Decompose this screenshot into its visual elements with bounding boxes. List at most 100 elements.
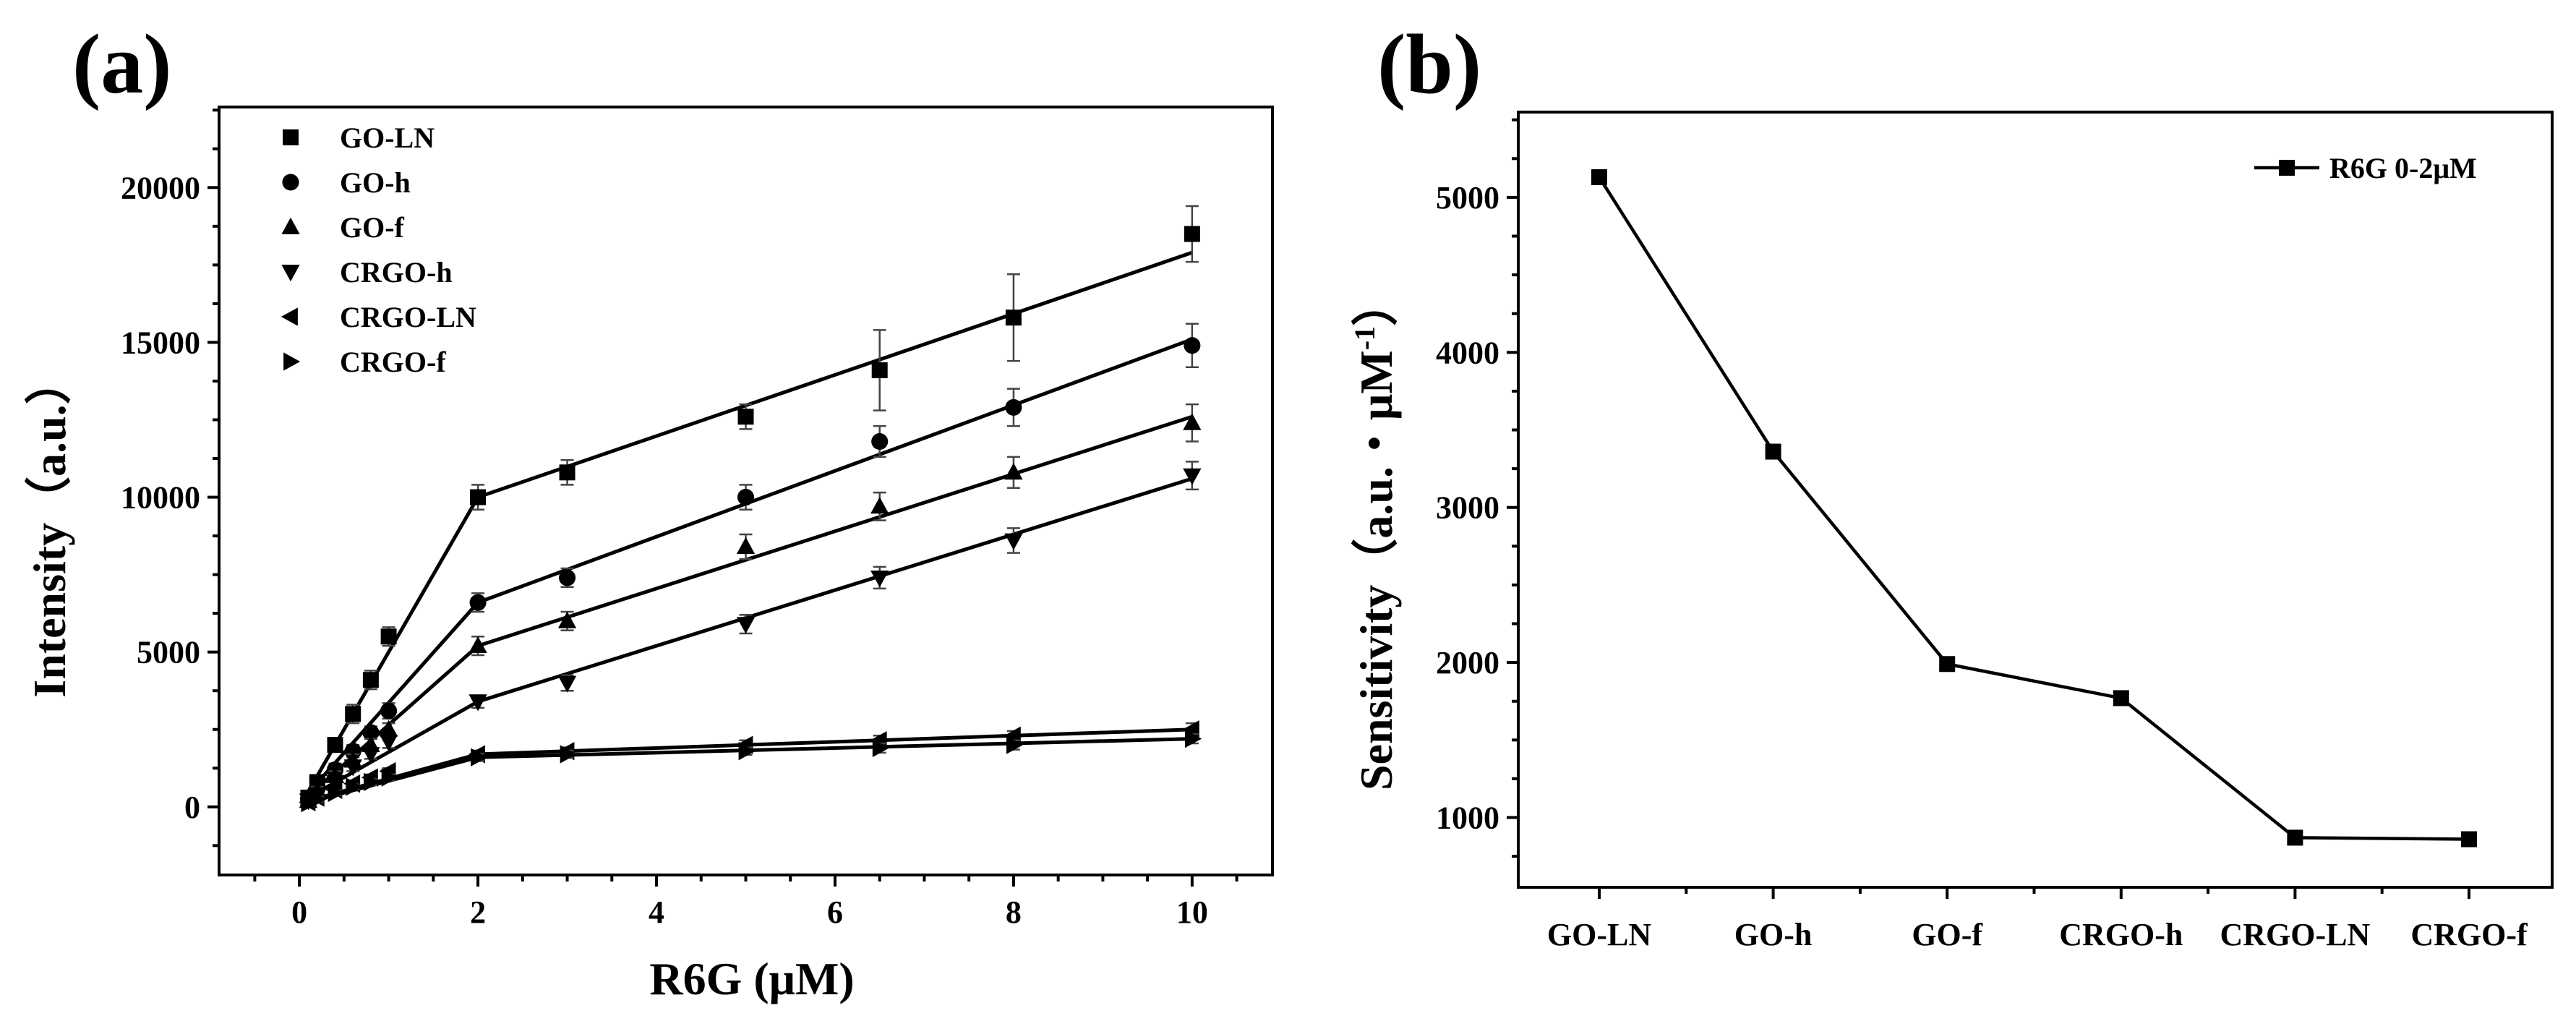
data-point <box>379 734 398 752</box>
data-point <box>309 790 328 808</box>
data-point <box>736 617 756 634</box>
data-point <box>327 737 343 754</box>
data-point <box>870 497 889 514</box>
legend-marker-a <box>283 352 301 371</box>
y-axis-title-b: Sensitivity（a.u.・μM-1） <box>1348 280 1402 790</box>
plot-b-frame <box>1517 111 2554 889</box>
data-point <box>737 409 754 425</box>
data-point <box>871 362 888 378</box>
data-point <box>469 594 487 611</box>
legend-label-a: GO-h <box>340 166 411 199</box>
category-label: GO-f <box>1912 917 1983 952</box>
data-point <box>468 636 487 654</box>
data-point <box>346 777 363 796</box>
data-point <box>1939 656 1956 673</box>
legend-marker-a <box>283 129 299 145</box>
category-label: CRGO-h <box>2059 917 2183 952</box>
series-a-crgo-f <box>301 729 1202 813</box>
x-tick-label-a: 10 <box>1176 895 1208 930</box>
data-point <box>1591 169 1607 186</box>
data-point <box>470 489 487 505</box>
plot-b-area: 1000 2000 3000 4000 5000 GO-LN GO-h GO-f CRGO-h C… <box>1436 111 2554 952</box>
data-point <box>1184 729 1202 748</box>
data-point <box>1004 463 1023 480</box>
y-tick-label-a: 20000 <box>121 170 200 205</box>
x-axis-title-a: R6G (μM) <box>649 953 854 1004</box>
data-point <box>1005 398 1022 416</box>
legend-label-a: CRGO-LN <box>340 301 476 333</box>
data-point <box>471 748 488 767</box>
data-point <box>2461 831 2477 848</box>
data-point <box>362 672 379 688</box>
x-tick-label-a: 2 <box>470 895 486 930</box>
legend-marker-a <box>281 307 298 326</box>
series-a-crgo-h <box>299 461 1202 811</box>
x-tick-label-a: 4 <box>649 895 664 930</box>
legend-marker-a <box>282 174 299 191</box>
y-tick-label-a: 10000 <box>121 480 200 516</box>
x-tick-label-a: 8 <box>1006 895 1022 930</box>
data-point <box>380 628 397 645</box>
plot-a-area: 0 2 4 6 8 10 0 5000 10000 15000 20000 GO-LN GO-h GO-f… <box>121 106 1274 930</box>
data-point <box>871 432 889 451</box>
data-point <box>2113 690 2129 706</box>
y-tick-label-b: 2000 <box>1436 645 1499 680</box>
data-point <box>343 759 362 777</box>
fit-line-go-h <box>307 337 1193 795</box>
y-axis-title-b-sup: -1 <box>1348 326 1381 350</box>
data-point <box>301 794 318 813</box>
data-point <box>2287 829 2303 846</box>
series-a-crgo-ln <box>299 720 1199 812</box>
data-point <box>559 569 576 586</box>
category-label: CRGO-f <box>2410 917 2528 952</box>
series-a-go-ln <box>300 205 1200 806</box>
fit-line-go-ln <box>307 250 1193 793</box>
data-point <box>381 768 398 787</box>
data-point <box>1183 468 1202 485</box>
data-point <box>325 774 345 792</box>
y-tick-label-a: 15000 <box>121 325 200 360</box>
panel-b: (b) 1000 2000 3000 4000 5000 GO-LN GO-h GO-f CRG… <box>1348 17 2554 952</box>
data-point <box>361 747 380 764</box>
data-point <box>1184 337 1201 354</box>
y-tick-label-a: 5000 <box>137 635 200 670</box>
y-axis-title-a: Intensity（a.u.） <box>24 358 75 697</box>
data-point <box>380 702 398 720</box>
data-point <box>1004 533 1023 550</box>
data-point <box>345 706 361 722</box>
data-point <box>1005 310 1022 326</box>
legend-label-a: GO-LN <box>340 121 435 154</box>
legend-b: R6G 0-2μM <box>2254 152 2477 184</box>
data-point <box>557 675 577 693</box>
y-tick-label-b: 3000 <box>1436 490 1499 526</box>
data-point <box>738 742 756 761</box>
x-tick-label-a: 0 <box>291 895 307 930</box>
data-point <box>364 772 381 792</box>
legend-label-b: R6G 0-2μM <box>2329 152 2477 184</box>
data-point <box>560 745 577 764</box>
legend-marker-b <box>2279 160 2295 176</box>
category-label: GO-LN <box>1547 917 1651 952</box>
y-tick-label-b: 4000 <box>1436 335 1499 370</box>
data-point <box>328 783 345 803</box>
y-axis-title-b-end: ） <box>1351 280 1402 326</box>
data-point <box>557 611 577 628</box>
data-point <box>872 738 889 758</box>
y-tick-label-a: 0 <box>184 790 200 825</box>
data-point <box>1765 443 1781 460</box>
data-point <box>1184 226 1200 242</box>
data-point <box>379 720 398 737</box>
panel-label-b: (b) <box>1377 17 1481 111</box>
y-axis-title-b-main: Sensitivity（a.u.・μM <box>1351 350 1402 790</box>
legend-marker-a <box>281 217 300 234</box>
x-tick-label-a: 6 <box>827 895 843 930</box>
legend-label-a: CRGO-f <box>340 346 446 378</box>
data-point <box>870 571 889 588</box>
category-label: GO-h <box>1734 917 1813 952</box>
data-point <box>737 489 755 506</box>
legend-a: GO-LN GO-h GO-f CRGO-h CRGO-LN CRGO-f <box>281 121 476 378</box>
category-label: CRGO-LN <box>2220 917 2371 952</box>
series-a-go-h <box>299 323 1201 808</box>
legend-label-a: GO-f <box>340 211 405 244</box>
